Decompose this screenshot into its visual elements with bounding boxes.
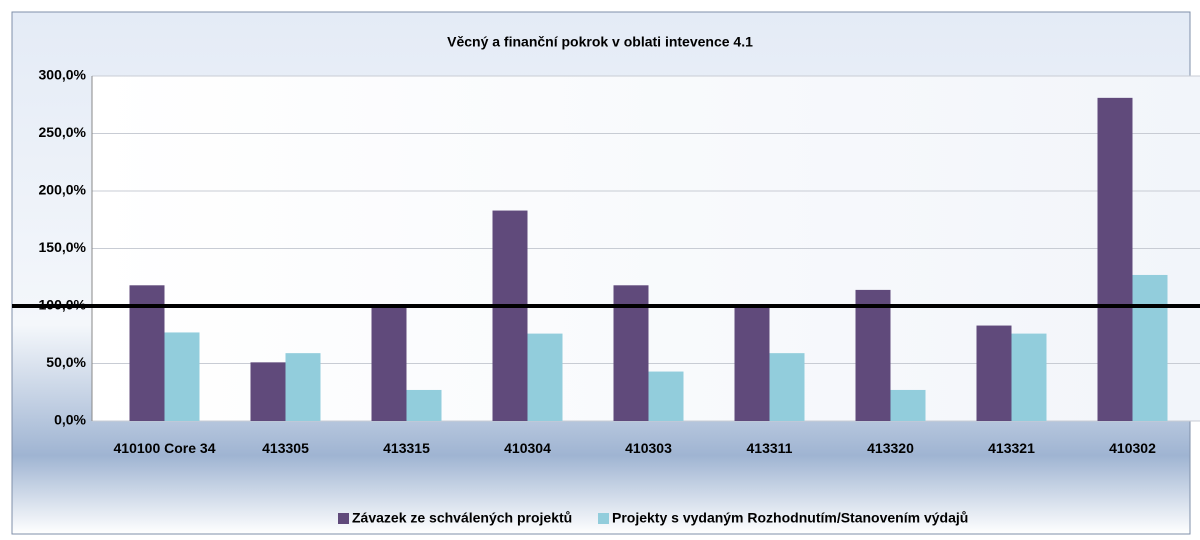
bar <box>1011 333 1047 421</box>
bar <box>890 389 926 421</box>
y-tick-label: 0,0% <box>54 412 86 428</box>
bar <box>734 306 770 421</box>
bar <box>976 325 1012 421</box>
bar <box>1132 274 1168 421</box>
bar <box>855 289 891 421</box>
x-tick-label: 410100 Core 34 <box>113 440 216 456</box>
legend-swatch <box>598 513 609 524</box>
x-tick-label: 413311 <box>746 440 793 456</box>
x-tick-label: 413315 <box>383 440 430 456</box>
bar <box>371 306 407 421</box>
bar <box>492 210 528 421</box>
x-tick-label: 410303 <box>625 440 672 456</box>
y-tick-label: 150,0% <box>39 239 87 255</box>
chart-title: Věcný a finanční pokrok v oblati inteven… <box>447 34 753 50</box>
legend-label: Projekty s vydaným Rozhodnutím/Stanovení… <box>612 510 968 526</box>
x-tick-label: 410302 <box>1109 440 1156 456</box>
bar <box>406 389 442 421</box>
x-tick-label: 410304 <box>504 440 551 456</box>
x-tick-label: 413305 <box>262 440 309 456</box>
x-tick-label: 413320 <box>867 440 914 456</box>
x-tick-label: 413321 <box>988 440 1035 456</box>
y-tick-label: 200,0% <box>39 182 87 198</box>
bar <box>648 371 684 421</box>
y-tick-label: 300,0% <box>39 67 87 83</box>
y-tick-label: 250,0% <box>39 124 87 140</box>
bar <box>164 332 200 421</box>
y-tick-label: 50,0% <box>46 354 86 370</box>
bar <box>1097 97 1133 421</box>
legend-swatch <box>338 513 349 524</box>
bar <box>285 353 321 421</box>
bar <box>769 353 805 421</box>
bar <box>527 333 563 421</box>
bar <box>250 362 286 421</box>
legend-label: Závazek ze schválených projektů <box>352 510 572 526</box>
